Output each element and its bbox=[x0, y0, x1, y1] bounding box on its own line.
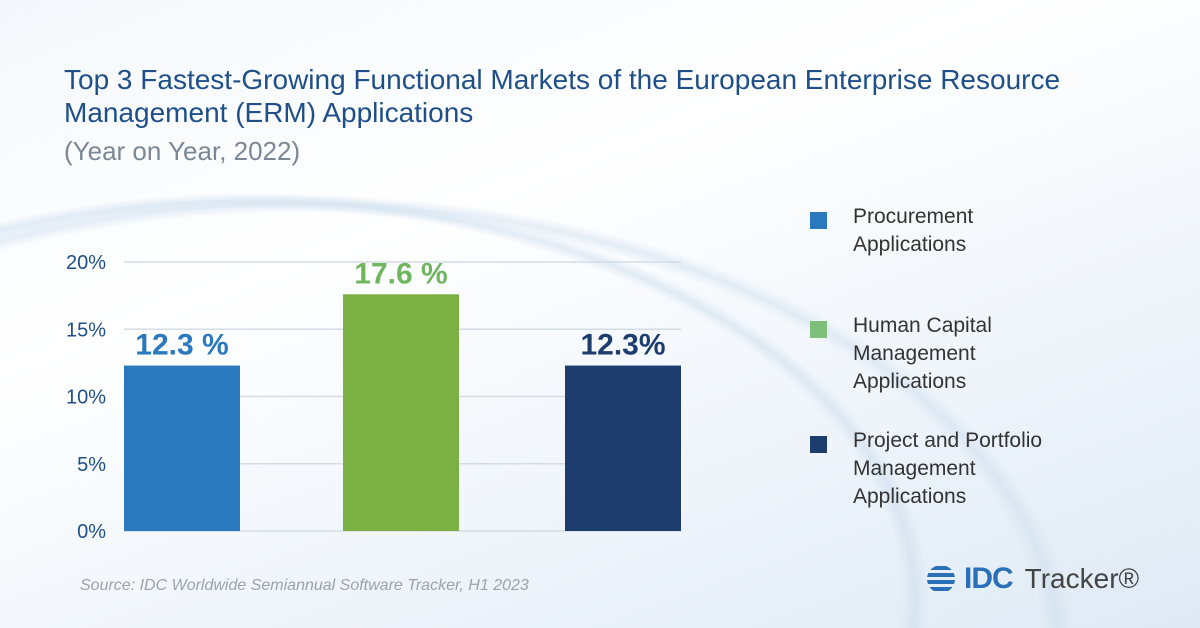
globe-icon bbox=[927, 566, 955, 591]
y-tick-label: 10% bbox=[66, 387, 106, 409]
y-tick-label: 5% bbox=[77, 454, 106, 476]
data-label: 17.6 % bbox=[354, 257, 447, 290]
data-label: 12.3 % bbox=[135, 329, 228, 362]
legend-label: Project and Portfolio Management Applica… bbox=[853, 429, 1043, 508]
y-tick-label: 15% bbox=[66, 319, 106, 341]
legend-label: Human Capital Management Applications bbox=[853, 314, 992, 393]
chart-title: Top 3 Fastest-Growing Functional Markets… bbox=[64, 64, 1061, 128]
logo-product: Tracker® bbox=[1024, 563, 1140, 594]
legend-label: Procurement Applications bbox=[853, 205, 974, 256]
source-note: Source: IDC Worldwide Semiannual Softwar… bbox=[80, 577, 529, 594]
data-label: 12.3% bbox=[580, 329, 665, 362]
legend-swatch bbox=[810, 212, 827, 229]
legend-swatch bbox=[810, 436, 827, 453]
y-tick-label: 20% bbox=[66, 252, 106, 274]
bar-3 bbox=[565, 365, 681, 531]
bar-2 bbox=[343, 294, 459, 531]
idc-tracker-logo: IDC Tracker® bbox=[924, 562, 1139, 596]
chart-subtitle: (Year on Year, 2022) bbox=[64, 136, 301, 166]
logo-brand: IDC bbox=[964, 562, 1014, 595]
y-tick-label: 0% bbox=[77, 521, 106, 543]
legend-swatch bbox=[810, 321, 827, 338]
bar-1 bbox=[124, 365, 240, 531]
